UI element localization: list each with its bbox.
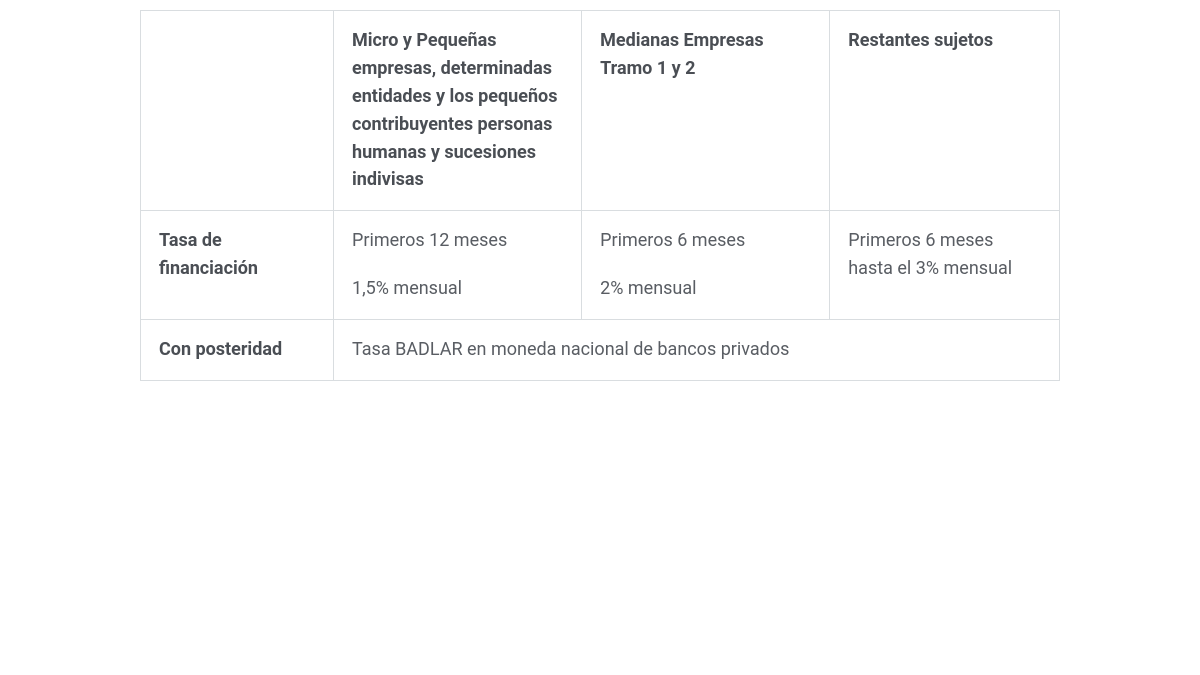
row1-label: Tasa de financiación [141,211,334,320]
row1-cell2: Primeros 6 meses 2% mensual [582,211,830,320]
row1-cell2-line1: Primeros 6 meses [600,227,811,255]
row1-cell1-line1: Primeros 12 meses [352,227,563,255]
table-row: Con posteridad Tasa BADLAR en moneda nac… [141,320,1060,381]
row1-cell1-line2: 1,5% mensual [352,275,563,303]
financing-rate-table: Micro y Pequeñas empresas, determinadas … [140,10,1060,381]
row1-cell1: Primeros 12 meses 1,5% mensual [333,211,581,320]
row1-cell3-line1: Primeros 6 meses hasta el 3% mensual [848,227,1041,283]
header-col2: Medianas Empresas Tramo 1 y 2 [582,11,830,211]
header-col3: Restantes sujetos [830,11,1060,211]
header-col1: Micro y Pequeñas empresas, determinadas … [333,11,581,211]
header-blank [141,11,334,211]
table-row: Tasa de financiación Primeros 12 meses 1… [141,211,1060,320]
financing-rate-table-container: Micro y Pequeñas empresas, determinadas … [140,10,1060,381]
row1-cell3: Primeros 6 meses hasta el 3% mensual [830,211,1060,320]
row1-cell2-line2: 2% mensual [600,275,811,303]
row2-label: Con posteridad [141,320,334,381]
table-header-row: Micro y Pequeñas empresas, determinadas … [141,11,1060,211]
row2-merged-cell: Tasa BADLAR en moneda nacional de bancos… [333,320,1059,381]
